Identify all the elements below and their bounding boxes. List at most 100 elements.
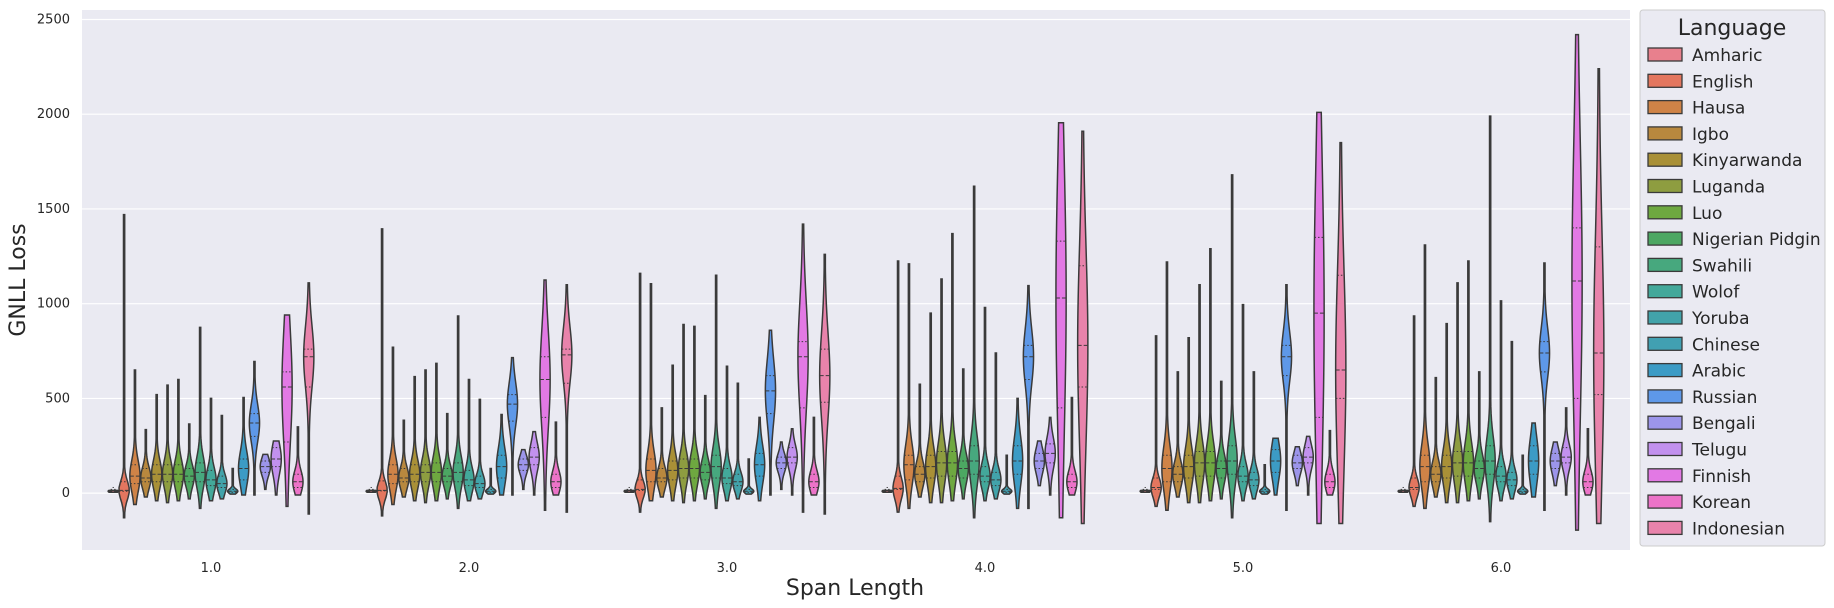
legend-label: Kinyarwanda xyxy=(1692,151,1802,171)
legend-label: Chinese xyxy=(1692,335,1760,355)
violin-body xyxy=(677,323,690,504)
violin-body xyxy=(1022,284,1035,510)
legend-title: Language xyxy=(1678,16,1787,41)
violin-body xyxy=(688,325,701,502)
violin-body xyxy=(248,360,261,496)
legend-swatch xyxy=(1647,99,1683,115)
legend-frame xyxy=(1639,9,1826,547)
violin-body xyxy=(808,416,820,496)
violin-body xyxy=(645,283,657,502)
legend-label: Igbo xyxy=(1692,125,1729,145)
legend-label: Indonesian xyxy=(1692,519,1785,539)
violin-body xyxy=(913,383,926,498)
violin-body xyxy=(1302,435,1315,496)
y-tick-label: 0 xyxy=(62,486,70,501)
violin-body xyxy=(1440,322,1453,504)
legend-swatch xyxy=(1647,336,1683,351)
violin-body xyxy=(506,356,519,496)
legend-swatch xyxy=(1647,468,1683,483)
violin-body xyxy=(1313,111,1325,525)
violin-body xyxy=(1592,67,1605,525)
violin-body xyxy=(924,312,937,504)
y-axis-title: GNLL Loss xyxy=(6,223,31,336)
violin-body xyxy=(818,253,831,515)
violin-body xyxy=(1429,376,1442,498)
x-tick-label: 4.0 xyxy=(975,561,996,576)
violin-body xyxy=(1506,340,1518,500)
legend-swatch xyxy=(1647,415,1683,430)
violin-body xyxy=(732,382,744,500)
violin-body xyxy=(302,282,315,515)
violin-body xyxy=(742,458,755,495)
violin-body xyxy=(161,384,174,504)
violin-body xyxy=(1269,437,1282,496)
legend-label: Russian xyxy=(1692,388,1757,408)
violin-body xyxy=(1011,397,1024,510)
legend-label: Luganda xyxy=(1692,178,1765,198)
legend-label: Yoruba xyxy=(1691,309,1750,329)
legend-label: Finnish xyxy=(1692,467,1751,487)
violin-body xyxy=(281,314,293,508)
violin-body xyxy=(786,427,799,496)
y-tick-label: 1000 xyxy=(37,297,70,312)
legend-swatch xyxy=(1647,362,1683,378)
violin-body xyxy=(474,398,486,500)
violin-body xyxy=(1291,445,1304,487)
violin-body xyxy=(226,467,239,495)
x-tick-label: 1.0 xyxy=(201,561,222,576)
legend-swatch xyxy=(1647,231,1683,246)
violin-body xyxy=(1419,244,1431,510)
violin-body xyxy=(129,369,141,506)
legend-swatch xyxy=(1647,73,1683,88)
violin-body xyxy=(1516,454,1529,495)
legend: Language Amharic English Hausa Igbo Kinyarwa… xyxy=(1639,9,1826,547)
legend-swatch xyxy=(1647,47,1683,62)
violin-body xyxy=(775,441,788,491)
violin-body xyxy=(892,260,904,513)
violin-body xyxy=(1527,422,1540,498)
violin-body xyxy=(517,448,530,491)
legend-swatch xyxy=(1647,310,1683,325)
x-tick-label: 3.0 xyxy=(717,561,738,576)
violin-body xyxy=(1473,371,1486,500)
legend-label: English xyxy=(1692,72,1753,92)
violin-body xyxy=(1161,261,1173,511)
violin-body xyxy=(376,228,388,517)
violin-body xyxy=(1451,282,1464,504)
violin-body xyxy=(753,416,766,502)
violin-body xyxy=(387,346,399,506)
violin-body xyxy=(1215,380,1228,500)
y-tick-label: 500 xyxy=(45,391,70,406)
plot-area xyxy=(82,10,1630,550)
legend-swatch xyxy=(1647,205,1683,220)
violin-body xyxy=(183,423,196,500)
violin-body xyxy=(903,263,915,510)
violin-body xyxy=(666,364,679,502)
violin-body xyxy=(1033,440,1046,487)
legend-label: Bengali xyxy=(1692,414,1756,434)
violin-body xyxy=(979,306,991,502)
legend-items: Amharic English Hausa Igbo Kinyarwanda Lugand… xyxy=(1647,46,1821,539)
violin-body xyxy=(968,185,980,519)
violin-body xyxy=(1150,335,1162,508)
violin-body xyxy=(935,278,948,504)
x-tick-label: 6.0 xyxy=(1491,561,1512,576)
violin-body xyxy=(1055,121,1067,519)
violin-body xyxy=(484,467,497,495)
violin-body xyxy=(1280,283,1293,511)
violin-body xyxy=(1582,427,1594,496)
y-tick-label: 2500 xyxy=(37,12,70,27)
legend-label: Telugu xyxy=(1691,441,1747,461)
violin-body xyxy=(1258,463,1271,495)
violin-body xyxy=(452,315,464,510)
y-tick-label: 1500 xyxy=(37,202,70,217)
legend-swatch xyxy=(1647,284,1683,299)
violin-body xyxy=(205,397,217,502)
violin-body xyxy=(216,414,228,500)
violin-body xyxy=(172,378,185,502)
violin-body xyxy=(430,362,443,502)
legend-swatch xyxy=(1647,494,1683,509)
violin-body xyxy=(957,368,970,500)
violin-body xyxy=(797,223,809,513)
